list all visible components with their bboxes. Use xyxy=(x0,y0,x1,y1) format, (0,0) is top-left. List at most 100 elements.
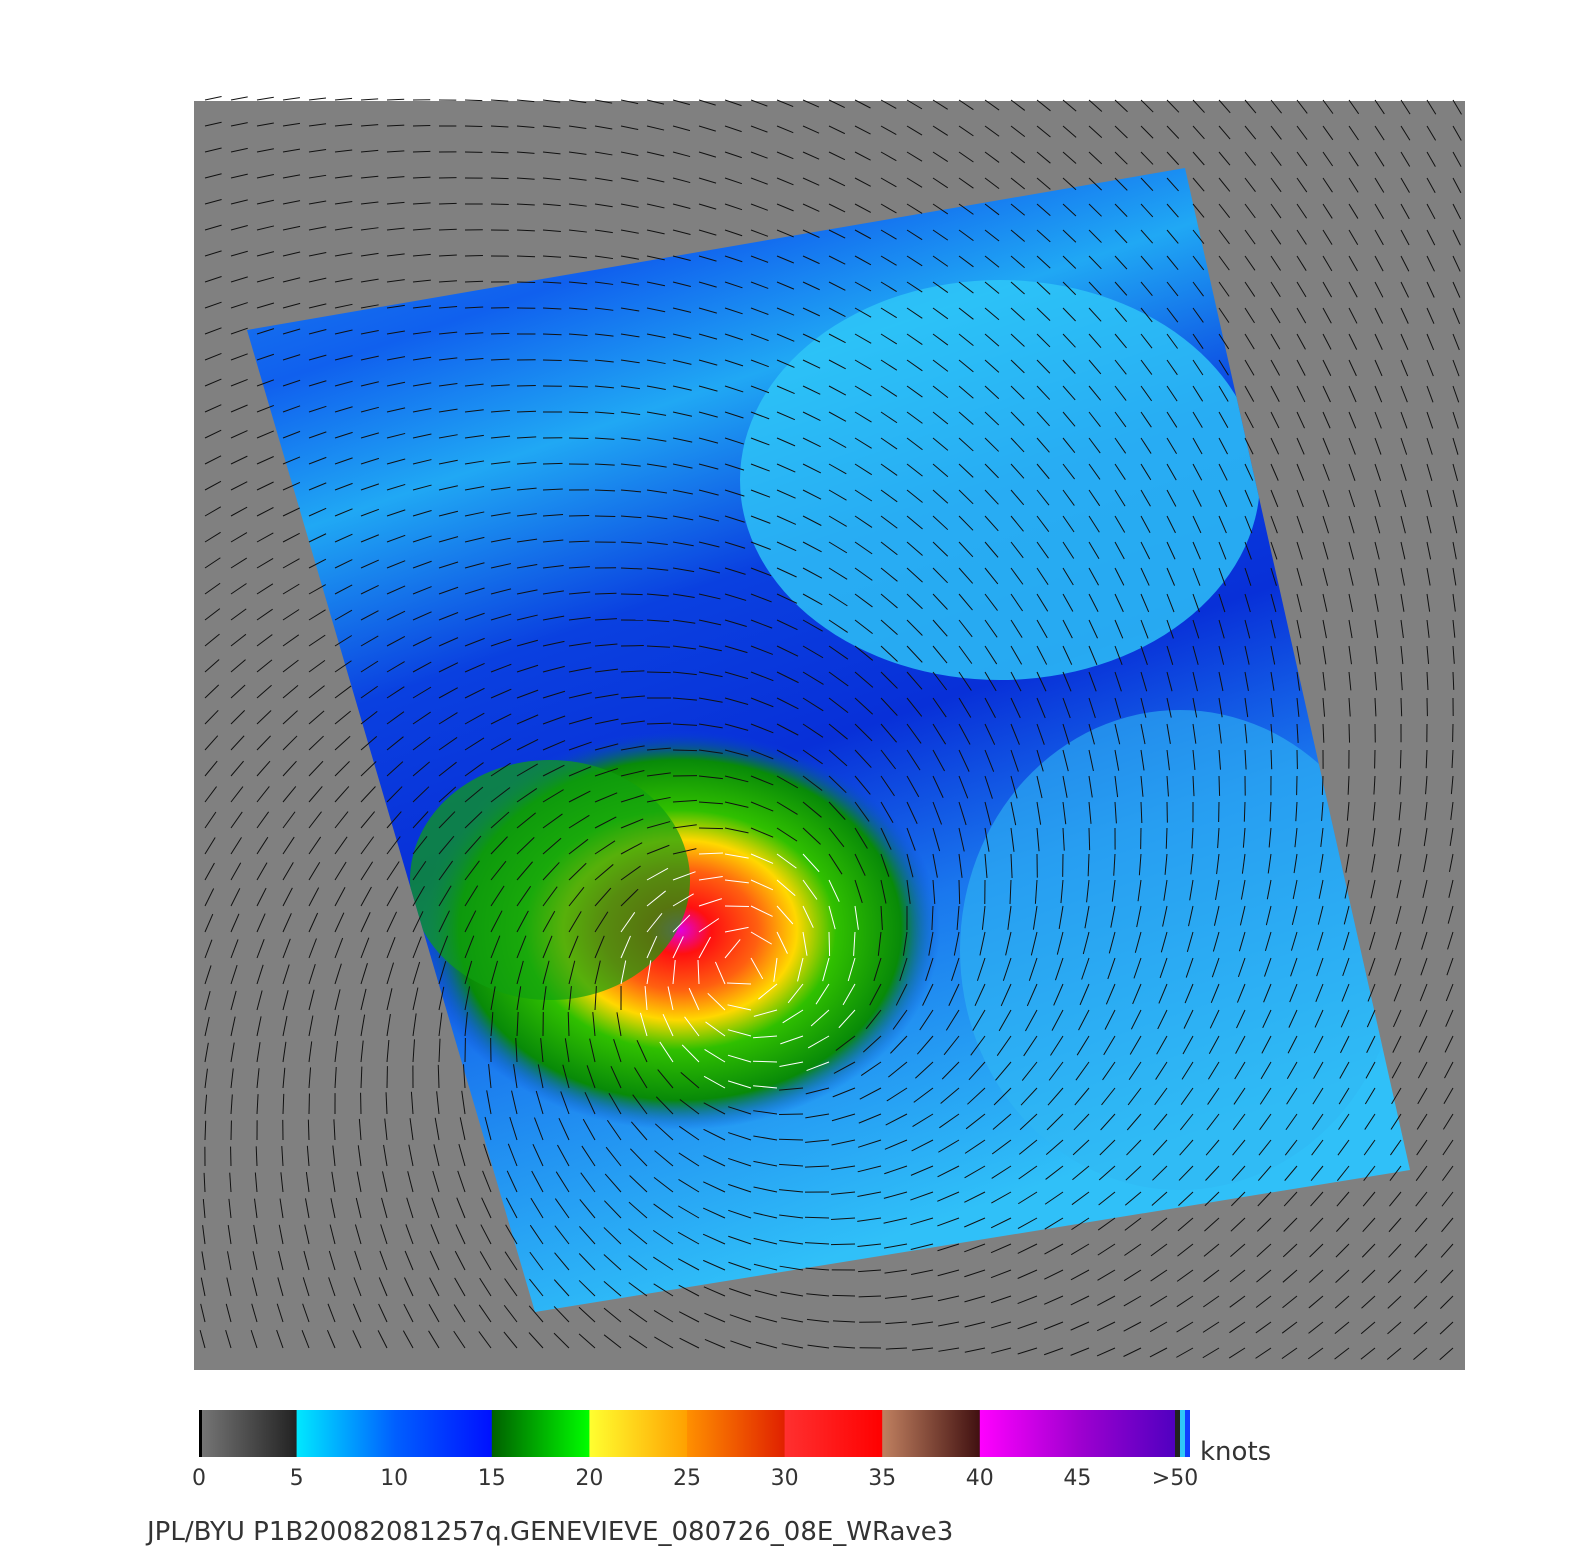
wind-vector xyxy=(604,1173,622,1193)
wind-vector xyxy=(1316,931,1324,951)
wind-vector xyxy=(672,255,691,261)
wind-vector xyxy=(1114,99,1128,113)
wind-vector xyxy=(1098,1191,1116,1206)
wind-vector xyxy=(282,354,301,361)
wind-vector xyxy=(529,1224,544,1245)
wind-vector xyxy=(1088,671,1097,692)
wind-vector xyxy=(516,538,538,543)
wind-vector xyxy=(704,1312,726,1323)
wind-vector xyxy=(1344,879,1350,899)
wind-vector xyxy=(1413,1321,1428,1335)
wind-vector xyxy=(1137,879,1142,902)
wind-vector xyxy=(256,302,275,309)
wind-vector xyxy=(620,99,639,105)
wind-vector xyxy=(490,486,511,491)
wind-vector xyxy=(697,960,700,985)
wind-vector xyxy=(854,307,872,318)
wind-vector xyxy=(1442,1113,1454,1130)
wind-vector xyxy=(360,786,376,803)
wind-vector xyxy=(1036,333,1051,348)
wind-vector xyxy=(1244,463,1254,481)
wind-vector xyxy=(594,887,612,907)
wind-vector xyxy=(1088,255,1102,270)
wind-vector xyxy=(880,619,898,636)
wind-vector xyxy=(880,203,897,214)
wind-vector xyxy=(646,747,671,751)
wind-vector xyxy=(282,583,300,595)
wind-vector xyxy=(1400,177,1410,193)
wind-vector xyxy=(1440,1269,1454,1284)
wind-vector xyxy=(620,307,640,312)
wind-vector xyxy=(753,1212,778,1219)
wind-vector xyxy=(776,879,796,897)
wind-vector xyxy=(854,177,871,187)
wind-vector xyxy=(308,380,327,387)
wind-vector xyxy=(334,329,353,335)
wind-vector xyxy=(438,662,459,673)
wind-vector xyxy=(880,515,898,529)
wind-vector xyxy=(653,1176,674,1193)
wind-vector xyxy=(984,853,988,878)
wind-vector xyxy=(438,305,458,309)
wind-vector xyxy=(230,250,248,257)
wind-vector xyxy=(1140,645,1148,665)
wind-vector xyxy=(360,149,379,153)
wind-vector xyxy=(1270,567,1277,586)
wind-vector xyxy=(802,593,823,606)
wind-vector xyxy=(728,1235,752,1245)
wind-vector xyxy=(1452,645,1455,664)
wind-vector xyxy=(1140,671,1148,692)
wind-vector xyxy=(802,645,824,659)
wind-vector xyxy=(1322,619,1327,639)
wind-vector xyxy=(386,483,406,491)
wind-vector xyxy=(490,99,509,102)
wind-vector xyxy=(516,487,537,491)
wind-vector xyxy=(604,1200,622,1219)
wind-vector xyxy=(464,536,485,543)
wind-vector xyxy=(490,638,512,647)
wind-vector xyxy=(386,686,405,699)
wind-vector xyxy=(802,125,820,134)
wind-vector xyxy=(1244,333,1255,350)
wind-vector xyxy=(620,794,645,803)
wind-vector xyxy=(1192,255,1205,271)
wind-vector xyxy=(490,563,511,569)
wind-vector xyxy=(703,1286,726,1297)
wind-vector xyxy=(254,1172,258,1193)
wind-vector xyxy=(1400,99,1411,115)
wind-vector xyxy=(490,960,499,985)
wind-vector xyxy=(906,515,923,530)
wind-vector xyxy=(230,276,248,283)
wind-vector xyxy=(906,853,914,878)
wind-vector xyxy=(1036,359,1051,374)
wind-vector xyxy=(750,307,769,315)
wind-vector xyxy=(282,97,300,101)
wind-vector xyxy=(779,1087,804,1091)
wind-vector xyxy=(1400,125,1411,141)
wind-vector xyxy=(1179,1113,1194,1131)
wind-vector xyxy=(705,1021,726,1037)
wind-vector xyxy=(906,125,923,136)
wind-vector xyxy=(1156,1035,1168,1055)
wind-vector xyxy=(1191,827,1194,849)
wind-vector xyxy=(530,1197,544,1219)
wind-vector xyxy=(880,593,898,609)
wind-vector xyxy=(464,357,484,361)
wind-vector xyxy=(984,645,998,665)
wind-vector xyxy=(251,1303,258,1323)
wind-vector xyxy=(412,636,432,647)
wind-vector xyxy=(750,879,774,891)
wind-vector xyxy=(1270,281,1281,298)
wind-vector xyxy=(437,1064,440,1089)
wind-vector xyxy=(453,1304,466,1323)
wind-vector xyxy=(1030,931,1038,956)
wind-vector xyxy=(1360,1321,1376,1335)
wind-vector xyxy=(603,1334,622,1349)
wind-vector xyxy=(828,749,848,767)
wind-vector xyxy=(958,827,965,852)
wind-vector xyxy=(984,255,1000,268)
wind-vector xyxy=(334,406,353,413)
wind-vector xyxy=(1166,255,1179,270)
wind-vector xyxy=(724,333,743,341)
